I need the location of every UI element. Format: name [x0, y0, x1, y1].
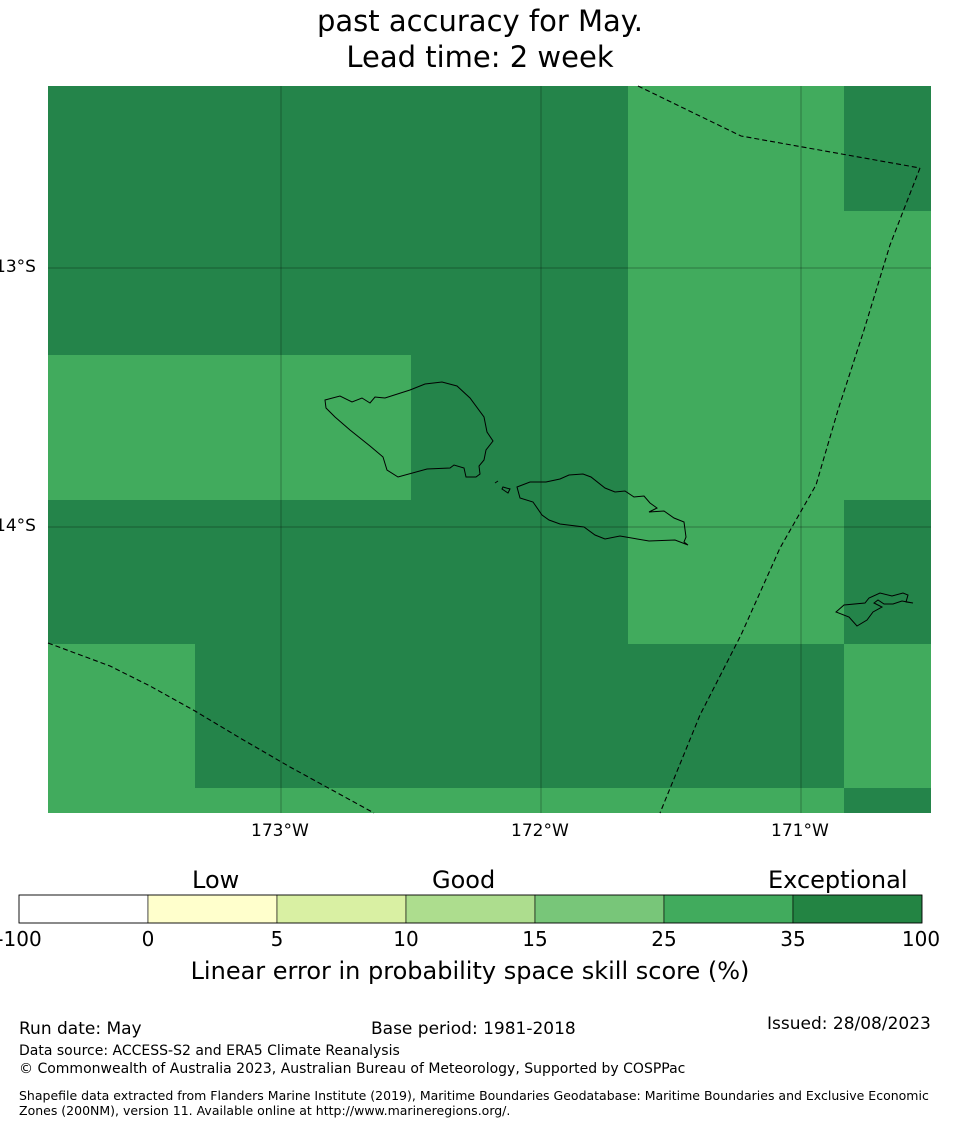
base-period: Base period: 1981-2018 [371, 1019, 576, 1039]
upolu-island-outline [516, 473, 689, 546]
colorbar-tick-label: 10 [393, 927, 419, 951]
issued-date: Issued: 28/08/2023 [767, 1014, 931, 1034]
colorbar-swatch [534, 894, 665, 924]
grid-cell-good [48, 355, 411, 500]
manono-islet-outline [494, 480, 499, 484]
map-title-line-2: Lead time: 2 week [346, 40, 614, 74]
colorbar-tick-label: -100 [0, 927, 42, 951]
copyright-notice: © Commonwealth of Australia 2023, Austra… [19, 1061, 686, 1077]
colorbar-swatch [663, 894, 794, 924]
grid-cell-good [628, 500, 844, 644]
colorbar-tick-label: 0 [141, 927, 155, 951]
grid-cell-good [628, 86, 844, 211]
colorbar-frame [18, 894, 923, 924]
savaii-island-outline [324, 381, 494, 478]
colorbar-swatch [147, 894, 278, 924]
colorbar-swatch [792, 894, 923, 924]
colorbar-heading-exceptional: Exceptional [768, 866, 908, 894]
lat-label-14s: 14°S [0, 516, 36, 536]
eez-boundary-east [659, 167, 921, 814]
maritime-boundaries [47, 85, 921, 814]
coastlines [324, 381, 914, 627]
colorbar-tick-label: 15 [522, 927, 548, 951]
data-source: Data source: ACCESS-S2 and ERA5 Climate … [19, 1043, 400, 1059]
colorbar-swatch [18, 894, 149, 924]
colorbar-swatch [276, 894, 407, 924]
skill-score-grid [48, 86, 931, 813]
grid-cell-good [48, 644, 195, 813]
colorbar-heading-good: Good [432, 866, 496, 894]
grid-cell-good [628, 211, 931, 500]
grid-cell-good [844, 644, 931, 788]
graticule [48, 86, 931, 813]
colorbar-tick-label: 25 [651, 927, 677, 951]
map-title-line-1: past accuracy for May. [316, 4, 644, 38]
lat-label-13s: 13°S [0, 257, 36, 277]
tutuila-island-outline [835, 592, 914, 627]
colorbar-heading-low: Low [192, 866, 240, 894]
colorbar [18, 894, 923, 924]
colorbar-tick-label: 35 [780, 927, 806, 951]
lon-label-171w: 171°W [771, 821, 829, 841]
eez-boundary-north [637, 85, 921, 169]
colorbar-tick-label: 100 [901, 927, 941, 951]
apolima-islet-outline [501, 486, 511, 494]
colorbar-swatch [405, 894, 536, 924]
lon-label-172w: 172°W [511, 821, 569, 841]
run-date: Run date: May [19, 1019, 142, 1039]
lon-label-173w: 173°W [251, 821, 309, 841]
colorbar-label: Linear error in probability space skill … [190, 957, 750, 985]
shapefile-credit: Shapefile data extracted from Flanders M… [19, 1088, 929, 1118]
colorbar-tick-label: 5 [270, 927, 284, 951]
eez-boundary-southwest [47, 642, 375, 814]
grid-cell-good [195, 788, 844, 813]
